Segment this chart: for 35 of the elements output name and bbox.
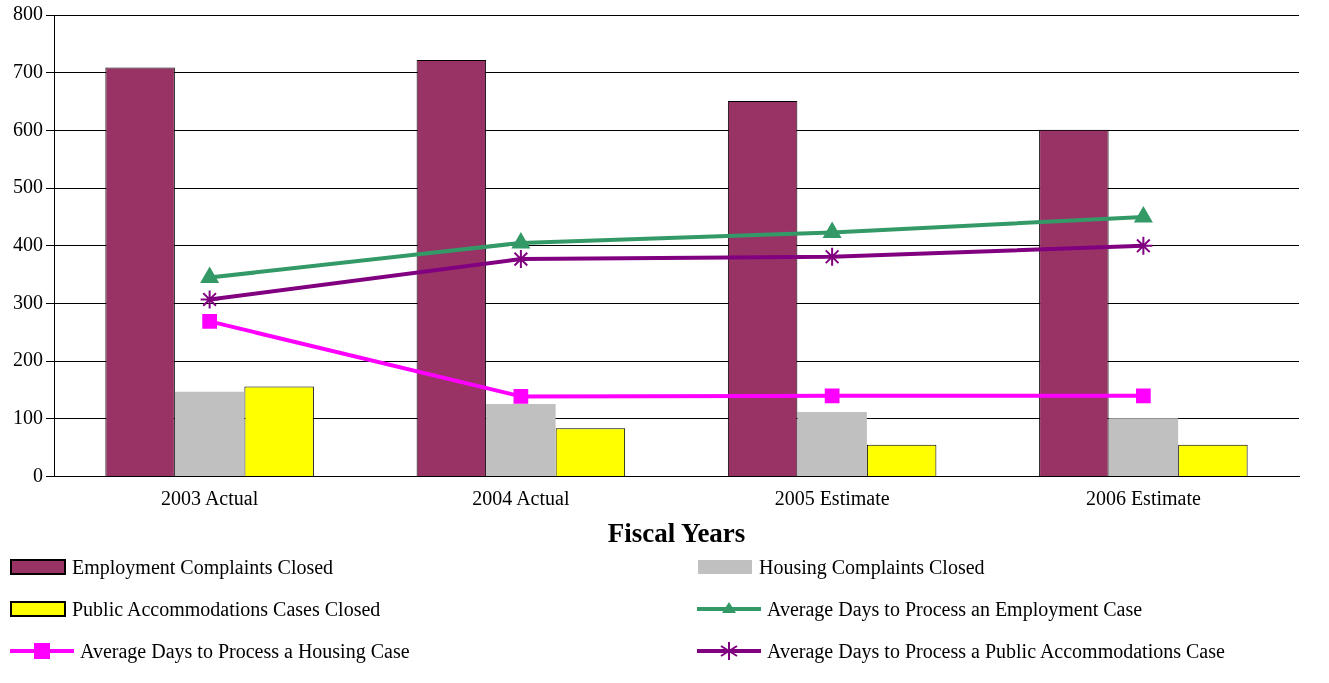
y-tick-label: 100	[13, 406, 43, 429]
point	[1134, 206, 1153, 223]
y-tick-label: 200	[13, 348, 43, 371]
y-tick-label: 400	[13, 233, 43, 256]
point	[824, 388, 840, 404]
bar	[797, 411, 867, 477]
y-tick-label: 0	[33, 463, 43, 486]
legend-label: Employment Complaints Closed	[72, 555, 334, 579]
legend-label: Average Days to Process a Housing Case	[80, 639, 410, 663]
y-tick-label: 800	[13, 2, 43, 25]
x-tick-label: 2003 Actual	[161, 486, 259, 509]
point	[510, 249, 531, 270]
point	[1133, 235, 1154, 256]
point	[1136, 388, 1151, 404]
point	[200, 267, 219, 284]
bar	[486, 403, 556, 477]
y-tick-label: 600	[13, 117, 43, 140]
x-tick-label: 2004 Actual	[472, 486, 570, 509]
y-tick-label: 300	[13, 290, 43, 313]
legend-label: Housing Complaints Closed	[759, 555, 985, 579]
point	[199, 289, 220, 310]
point	[512, 232, 530, 249]
x-tick-label: 2006 Estimate	[1085, 486, 1201, 509]
legend-label: Public Accommodations Cases Closed	[72, 597, 381, 621]
y-tick-label: 500	[13, 175, 43, 198]
x-axis-title: Fiscal Years	[607, 517, 746, 548]
legend-label: Average Days to Process a Public Accommodations Case	[767, 639, 1225, 663]
bar	[1108, 418, 1179, 477]
bar	[174, 391, 245, 477]
point	[823, 222, 841, 239]
point	[513, 389, 529, 404]
legend-label: Average Days to Process an Employment Case	[767, 597, 1143, 621]
point	[202, 314, 217, 329]
y-tick-label: 700	[13, 59, 43, 82]
x-tick-label: 2005 Estimate	[774, 486, 890, 509]
